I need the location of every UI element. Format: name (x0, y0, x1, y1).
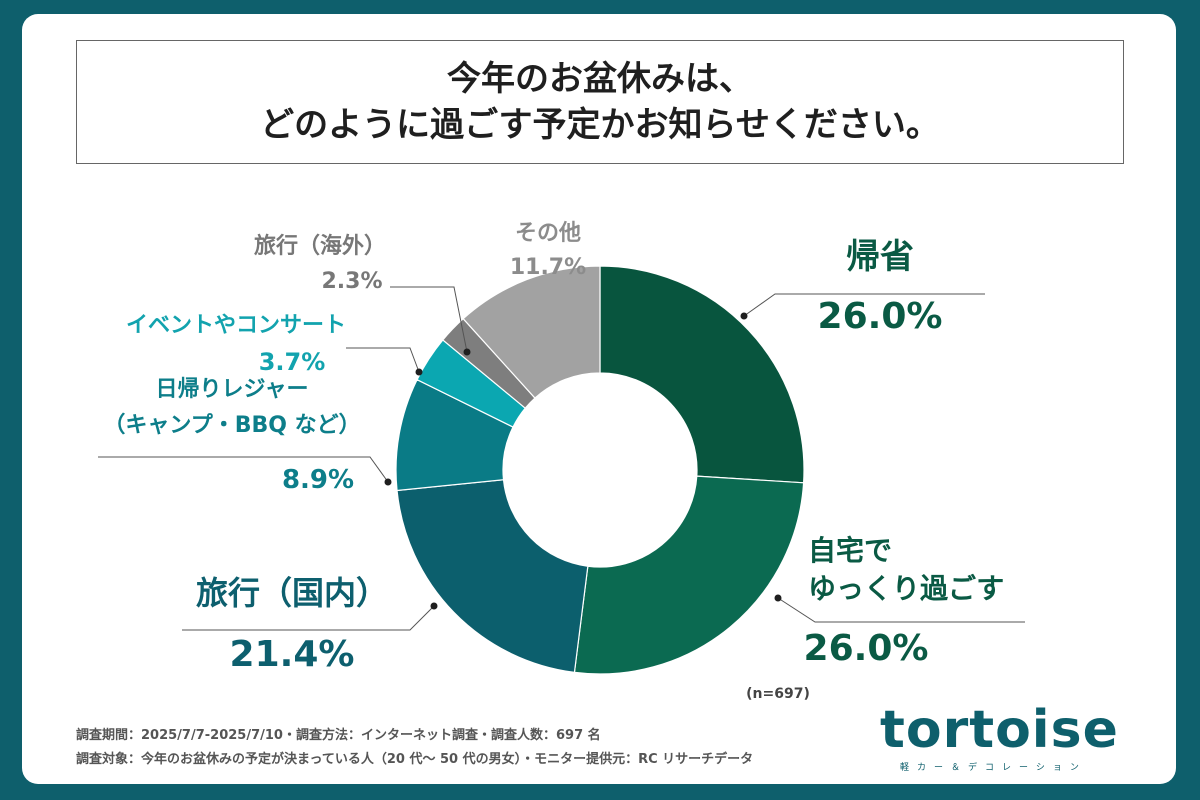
leader-dot-4 (384, 478, 392, 486)
slice-label-5-line-1: イベントやコンサート (126, 313, 346, 338)
leader-dot-1 (740, 312, 748, 320)
question-title-box: 今年のお盆休みは、 どのように過ごす予定かお知らせください。 (76, 40, 1124, 164)
slice-value-4: 8.9% (282, 465, 354, 495)
slice-value-7: 11.7% (510, 255, 586, 280)
slice-label-2-line-2: ゆっくり過ごす (808, 572, 1004, 605)
slice-label-3-line-1: 旅行（国内） (196, 574, 388, 612)
leader-line-3 (182, 605, 435, 631)
survey-period-note: 調査期間：2025/7/7-2025/7/10・調査方法：インターネット調査・調… (76, 728, 601, 743)
leader-dot-3 (430, 602, 438, 610)
survey-target-note: 調査対象：今年のお盆休みの予定が決まっている人（20 代〜 50 代の男女）・モ… (76, 752, 754, 767)
slice-value-2: 26.0% (804, 628, 929, 669)
slice-label-2-line-1: 自宅で (808, 534, 892, 567)
leader-line-5 (346, 347, 420, 373)
leader-dot-5 (415, 368, 423, 376)
tortoise-logo-tagline: 軽カー＆デコレーション (900, 763, 1087, 773)
leader-line-2 (777, 597, 1025, 623)
slice-label-1-line-1: 帰省 (846, 237, 914, 277)
slice-value-3: 21.4% (230, 634, 355, 675)
tortoise-logo: tortoise (880, 700, 1119, 760)
question-title-line-2: どのように過ごす予定かお知らせください。 (260, 105, 940, 145)
donut-slice-3 (396, 479, 589, 674)
slice-value-5: 3.7% (259, 348, 326, 376)
donut-slice-7 (462, 265, 601, 399)
slice-label-6-line-1: 旅行（海外） (254, 233, 386, 259)
donut-slice-2 (573, 475, 805, 675)
sample-size-label: (n=697) (746, 686, 810, 702)
slice-label-4-line-2: （キャンプ・BBQ など） (103, 413, 360, 438)
leader-dot-2 (774, 594, 782, 602)
leader-line-6 (390, 286, 468, 353)
slice-value-6: 2.3% (321, 269, 382, 294)
leader-line-4 (98, 456, 389, 483)
question-title-line-1: 今年のお盆休みは、 (447, 59, 753, 99)
slice-label-4-line-1: 日帰りレジャー (156, 377, 309, 402)
leader-line-1 (743, 293, 985, 317)
donut-slice-1 (599, 265, 805, 484)
leader-dot-6 (463, 348, 471, 356)
slice-label-7-line-1: その他 (515, 221, 581, 246)
slice-value-1: 26.0% (818, 296, 943, 337)
